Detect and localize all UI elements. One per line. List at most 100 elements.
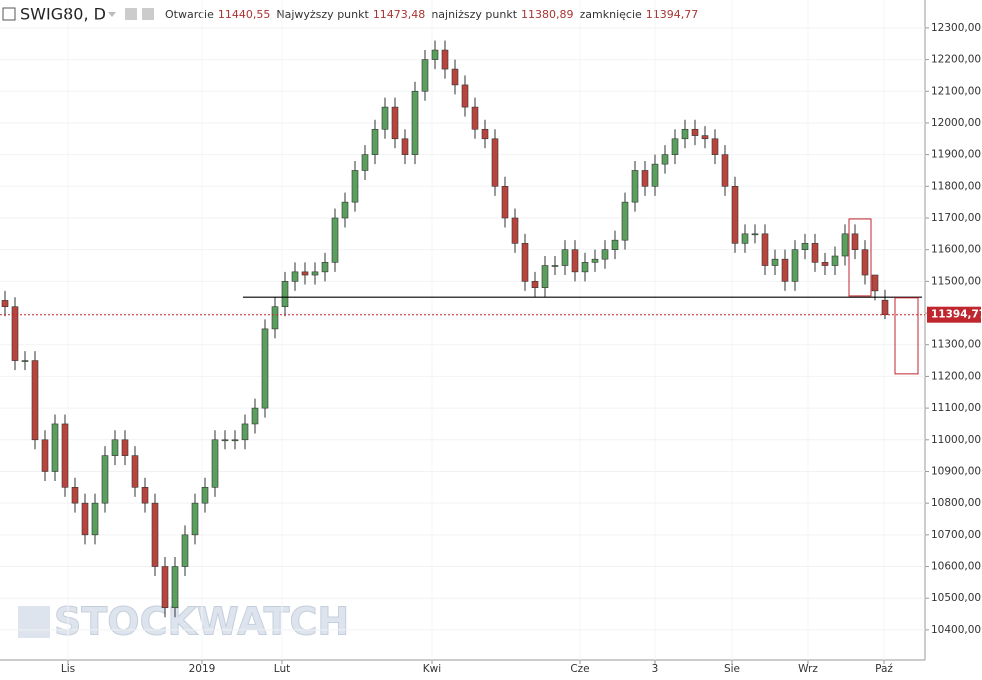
x-tick-label: Lis: [61, 663, 75, 675]
candle-body: [291, 271, 299, 282]
candle-body: [1, 300, 9, 308]
y-tick-label: 12100,00: [931, 85, 981, 97]
y-tick-label: 11900,00: [931, 149, 981, 161]
candle-body: [721, 154, 729, 187]
x-tick-label: 2019: [189, 663, 216, 675]
candle-body: [151, 502, 159, 567]
header-label: najniższy punkt: [431, 8, 517, 21]
candle-body: [631, 170, 639, 203]
y-tick-label: 12200,00: [931, 54, 981, 66]
candle-body: [101, 455, 109, 504]
y-tick-label: 11300,00: [931, 339, 981, 351]
candle-body: [651, 163, 659, 187]
candle-body: [571, 249, 579, 273]
candle-body: [871, 274, 879, 292]
x-tick-label: Wrz: [798, 663, 818, 675]
candle-body: [561, 249, 569, 266]
candle-body: [741, 233, 749, 244]
candle-body: [31, 360, 39, 441]
candle-body: [821, 262, 829, 266]
candle-body: [381, 106, 389, 130]
candle-body: [321, 262, 329, 273]
candle-body: [591, 258, 599, 263]
candle-body: [461, 84, 469, 108]
settings-icon: [142, 8, 154, 20]
candle-body: [61, 423, 69, 488]
candle-body: [851, 233, 859, 250]
candle-body: [251, 407, 259, 425]
candle-body: [611, 239, 619, 250]
y-tick-label: 10700,00: [931, 529, 981, 541]
candle-body: [181, 534, 189, 567]
x-tick-label: Sie: [724, 663, 740, 675]
watermark-icon: [18, 606, 50, 638]
candle-body: [111, 439, 119, 456]
candle-body: [161, 566, 169, 609]
y-tick-label: 11700,00: [931, 212, 981, 224]
candle-body: [121, 439, 129, 456]
x-tick-label: Lut: [274, 663, 290, 675]
x-tick-label: Paź: [875, 663, 893, 675]
candle-body: [881, 299, 889, 316]
candle-body: [231, 439, 239, 442]
candle-body: [641, 170, 649, 187]
y-tick-label: 10400,00: [931, 624, 981, 636]
header-label: zamknięcie: [580, 8, 642, 21]
candle-body: [541, 265, 549, 289]
candle-body: [41, 439, 49, 472]
candle-body: [531, 281, 539, 289]
dropdown-icon: [108, 12, 116, 17]
candle-body: [191, 502, 199, 536]
candle-body: [241, 423, 249, 441]
y-tick-label: 11600,00: [931, 244, 981, 256]
title-icon: [2, 7, 16, 21]
candle-body: [221, 439, 229, 442]
candle-body: [451, 68, 459, 86]
candle-body: [391, 106, 399, 140]
candle-body: [371, 128, 379, 155]
candle-body: [141, 487, 149, 504]
candle-body: [681, 128, 689, 140]
candle-body: [621, 201, 629, 241]
candle-body: [801, 243, 809, 250]
candle-body: [661, 154, 669, 165]
candle-body: [271, 306, 279, 330]
candle-body: [431, 49, 439, 60]
candle-body: [671, 138, 679, 155]
candle-body: [421, 59, 429, 92]
candle-body: [211, 439, 219, 488]
y-tick-label: 11200,00: [931, 370, 981, 382]
candle-body: [81, 502, 89, 536]
candle-body: [691, 128, 699, 136]
header-label: Otwarcie: [165, 8, 214, 21]
candle-body: [401, 138, 409, 155]
candle-body: [601, 249, 609, 260]
candle-body: [521, 243, 529, 282]
candle-body: [861, 249, 869, 276]
candle-body: [791, 249, 799, 282]
candle-body: [581, 262, 589, 273]
candle-body: [761, 233, 769, 266]
settings-icon: [125, 8, 137, 20]
y-tick-label: 11000,00: [931, 434, 981, 446]
candle-body: [261, 328, 269, 409]
last-price-tag: [927, 306, 981, 323]
candle-body: [711, 138, 719, 155]
chart-title: SWIG80, D: [20, 5, 106, 24]
candle-body: [701, 135, 709, 140]
candle-body: [551, 265, 559, 267]
header-value: 11473,48: [373, 8, 426, 21]
x-tick-label: Kwi: [423, 663, 441, 675]
candle-body: [781, 258, 789, 282]
header-value: 11440,55: [218, 8, 271, 21]
candle-body: [311, 271, 319, 276]
candle-body: [341, 201, 349, 219]
candle-body: [11, 306, 19, 361]
candle-body: [841, 233, 849, 257]
candle-body: [411, 90, 419, 155]
y-tick-label: 12000,00: [931, 117, 981, 129]
candle-body: [491, 138, 499, 187]
y-tick-label: 10900,00: [931, 465, 981, 477]
